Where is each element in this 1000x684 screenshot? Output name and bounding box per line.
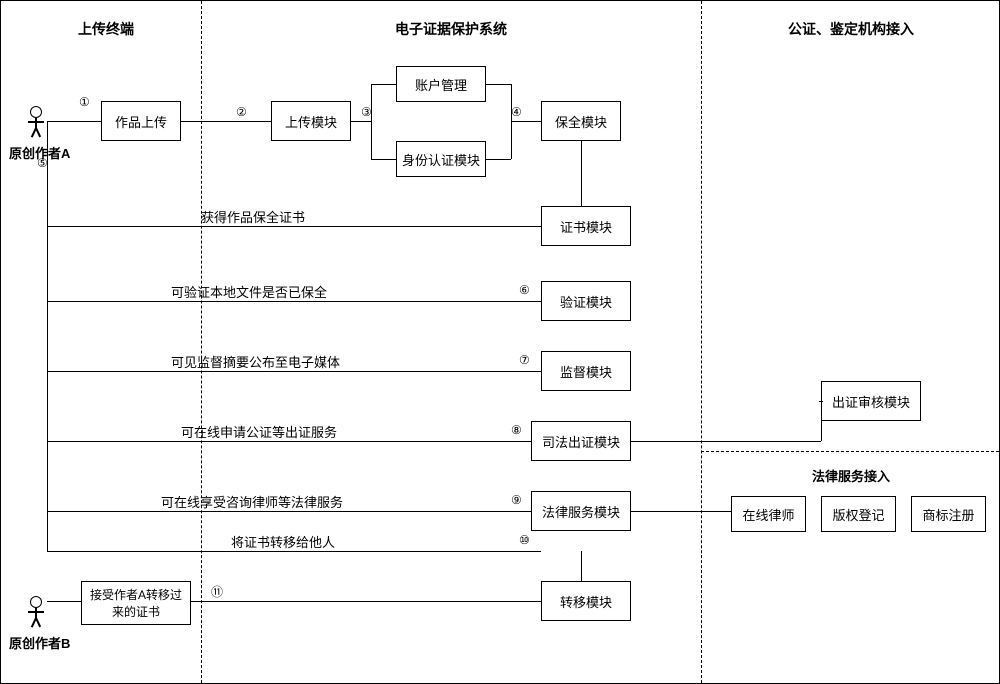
line-auth-join xyxy=(486,159,511,160)
box-account-mgmt: 账户管理 xyxy=(396,66,486,102)
line-um-fork-v xyxy=(371,84,372,159)
marker-8: ⑧ xyxy=(511,423,522,437)
marker-9: ⑨ xyxy=(511,493,522,507)
line-judicial-review-h xyxy=(631,441,821,442)
box-cert-module: 证书模块 xyxy=(541,206,631,246)
line-a-upload xyxy=(47,121,101,122)
diagram-canvas: 上传终端 电子证据保护系统 公证、鉴定机构接入 法律服务接入 原创作者A 原创作… xyxy=(0,0,1000,684)
box-copyright-reg: 版权登记 xyxy=(821,496,896,532)
box-verify-module: 验证模块 xyxy=(541,281,631,321)
line-transfer-down xyxy=(581,551,582,581)
box-transfer-module: 转移模块 xyxy=(541,581,631,621)
box-preserve-module: 保全模块 xyxy=(541,101,621,141)
marker-3: ③ xyxy=(361,105,372,119)
box-upload-module: 上传模块 xyxy=(271,101,351,141)
marker-11: ⑪ xyxy=(211,583,223,600)
line-join-preserve xyxy=(511,121,541,122)
marker-7: ⑦ xyxy=(519,353,530,367)
label-judicial: 可在线申请公证等出证服务 xyxy=(181,422,337,441)
line-supervise xyxy=(47,371,541,372)
box-supervise-module: 监督模块 xyxy=(541,351,631,391)
line-transfer xyxy=(47,551,541,552)
line-accept-transfer xyxy=(191,601,541,602)
line-into-review xyxy=(819,401,823,402)
line-review-v2 xyxy=(821,421,822,441)
marker-2: ② xyxy=(236,105,247,119)
line-upload-uploadmod xyxy=(181,121,271,122)
marker-6: ⑥ xyxy=(519,283,530,297)
line-legal-right xyxy=(631,511,731,512)
actor-b-label: 原创作者B xyxy=(9,633,70,652)
line-b-accept xyxy=(47,601,81,602)
marker-10: ⑩ xyxy=(519,533,530,547)
box-legal-service-module: 法律服务模块 xyxy=(531,491,631,531)
divider-h-right xyxy=(701,451,999,452)
divider-1 xyxy=(201,1,202,683)
box-trademark-reg: 商标注册 xyxy=(911,496,986,532)
line-fork-acct xyxy=(371,84,396,85)
divider-2 xyxy=(701,1,702,683)
marker-1: ① xyxy=(79,95,90,109)
box-work-upload: 作品上传 xyxy=(101,101,181,141)
label-getcert: 获得作品保全证书 xyxy=(201,207,305,226)
line-um-fork-h xyxy=(351,121,371,122)
label-transfer: 将证书转移给他人 xyxy=(231,532,335,551)
line-acct-join xyxy=(486,84,511,85)
line-legal xyxy=(47,511,531,512)
line-verify xyxy=(47,301,541,302)
label-supervise: 可见监督摘要公布至电子媒体 xyxy=(171,352,340,371)
header-upload-terminal: 上传终端 xyxy=(16,19,196,39)
label-legal: 可在线享受咨询律师等法律服务 xyxy=(161,492,343,511)
header-legal-access: 法律服务接入 xyxy=(701,466,1000,485)
line-getcert xyxy=(47,226,541,227)
line-fork-auth xyxy=(371,159,396,160)
line-actorA-bus xyxy=(47,121,48,552)
header-notary-access: 公证、鉴定机构接入 xyxy=(701,19,1000,39)
box-identity-auth: 身份认证模块 xyxy=(396,141,486,177)
box-accept-cert: 接受作者A转移过来的证书 xyxy=(81,581,191,625)
line-preserve-cert xyxy=(581,141,582,206)
marker-5: ⑤ xyxy=(37,156,48,170)
box-review-module: 出证审核模块 xyxy=(821,381,921,421)
box-judicial-module: 司法出证模块 xyxy=(531,421,631,461)
box-online-lawyer: 在线律师 xyxy=(731,496,806,532)
header-evidence-system: 电子证据保护系统 xyxy=(201,19,701,39)
marker-4: ④ xyxy=(511,105,522,119)
line-judicial xyxy=(47,441,531,442)
label-verify: 可验证本地文件是否已保全 xyxy=(171,282,327,301)
